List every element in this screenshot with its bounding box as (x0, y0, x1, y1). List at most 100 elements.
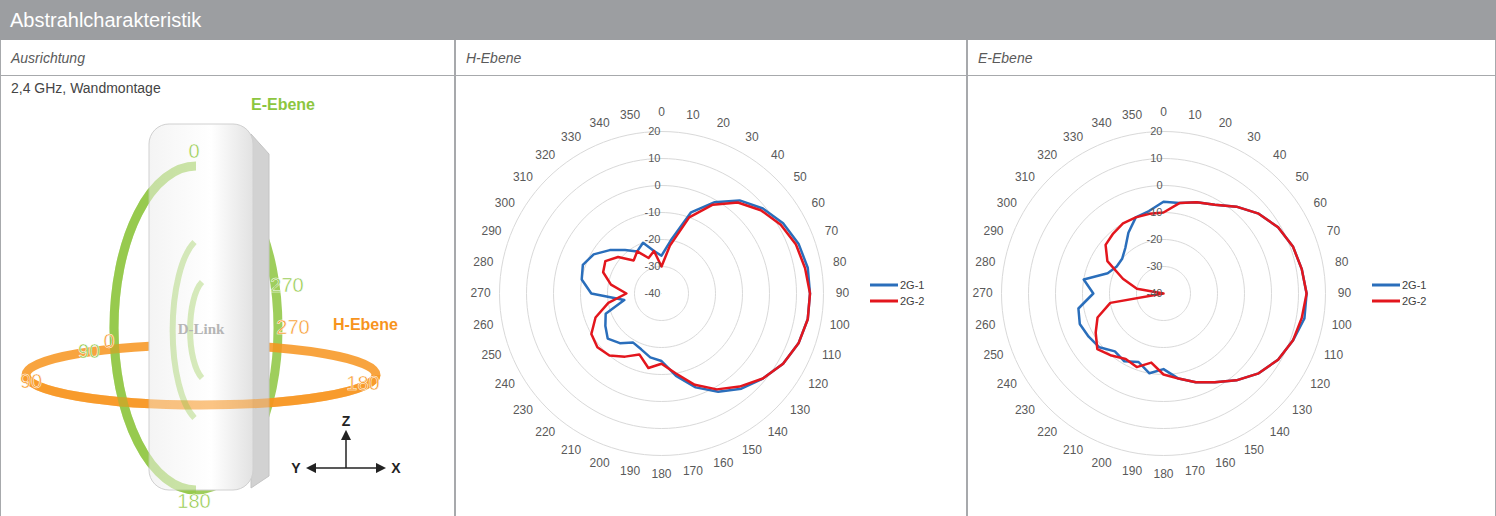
svg-text:30: 30 (745, 130, 759, 144)
svg-text:110: 110 (822, 348, 841, 362)
svg-text:330: 330 (1063, 130, 1083, 144)
svg-text:-20: -20 (645, 233, 661, 245)
svg-text:70: 70 (1327, 224, 1341, 238)
svg-text:10: 10 (648, 152, 660, 164)
svg-text:0: 0 (1160, 105, 1167, 119)
svg-text:270: 270 (276, 316, 309, 338)
svg-text:Z: Z (342, 413, 351, 429)
svg-text:340: 340 (590, 116, 610, 130)
svg-text:220: 220 (1037, 425, 1057, 439)
svg-text:220: 220 (535, 425, 555, 439)
svg-text:0: 0 (1156, 179, 1162, 191)
svg-text:90: 90 (78, 340, 100, 362)
svg-text:190: 190 (620, 464, 640, 478)
svg-text:E-Ebene: E-Ebene (251, 96, 315, 113)
svg-text:230: 230 (513, 403, 533, 417)
svg-text:D-Link: D-Link (178, 321, 225, 337)
svg-text:130: 130 (1292, 403, 1312, 417)
svg-text:150: 150 (742, 443, 762, 457)
svg-text:270: 270 (973, 286, 993, 300)
svg-text:170: 170 (1185, 464, 1205, 478)
svg-text:260: 260 (473, 318, 493, 332)
svg-text:X: X (391, 460, 401, 476)
svg-text:340: 340 (1092, 116, 1112, 130)
svg-text:0: 0 (654, 179, 660, 191)
svg-text:180: 180 (651, 467, 671, 481)
svg-text:250: 250 (983, 348, 1003, 362)
svg-text:100: 100 (830, 318, 850, 332)
svg-text:50: 50 (793, 170, 807, 184)
svg-text:10: 10 (686, 108, 700, 122)
svg-text:-40: -40 (1147, 287, 1163, 299)
svg-text:130: 130 (790, 403, 810, 417)
svg-text:140: 140 (1270, 425, 1290, 439)
svg-text:180: 180 (1153, 467, 1173, 481)
svg-text:240: 240 (997, 377, 1017, 391)
svg-text:330: 330 (561, 130, 581, 144)
svg-text:50: 50 (1295, 170, 1309, 184)
svg-text:0: 0 (103, 330, 114, 352)
svg-text:310: 310 (1015, 170, 1035, 184)
svg-text:160: 160 (713, 456, 733, 470)
svg-text:60: 60 (811, 196, 825, 210)
svg-text:30: 30 (1247, 130, 1261, 144)
svg-text:320: 320 (1037, 148, 1057, 162)
svg-text:190: 190 (1122, 464, 1142, 478)
svg-text:270: 270 (471, 286, 491, 300)
svg-text:100: 100 (1332, 318, 1352, 332)
svg-text:-10: -10 (1147, 206, 1163, 218)
svg-text:310: 310 (513, 170, 533, 184)
svg-text:160: 160 (1215, 456, 1235, 470)
svg-text:Y: Y (291, 460, 301, 476)
svg-text:150: 150 (1244, 443, 1264, 457)
svg-text:110: 110 (1324, 348, 1343, 362)
svg-text:10: 10 (1150, 152, 1162, 164)
svg-text:300: 300 (495, 196, 515, 210)
svg-text:250: 250 (481, 348, 501, 362)
svg-text:230: 230 (1015, 403, 1035, 417)
svg-text:290: 290 (983, 224, 1003, 238)
svg-text:280: 280 (975, 255, 995, 269)
svg-text:20: 20 (1150, 125, 1162, 137)
svg-text:0: 0 (188, 140, 199, 162)
svg-text:20: 20 (1219, 116, 1233, 130)
svg-text:80: 80 (1335, 255, 1349, 269)
svg-text:80: 80 (833, 255, 847, 269)
svg-text:140: 140 (768, 425, 788, 439)
svg-text:-20: -20 (1147, 233, 1163, 245)
svg-text:60: 60 (1313, 196, 1327, 210)
svg-text:70: 70 (825, 224, 839, 238)
svg-text:40: 40 (1273, 148, 1287, 162)
svg-text:280: 280 (473, 255, 493, 269)
svg-text:300: 300 (997, 196, 1017, 210)
svg-text:240: 240 (495, 377, 515, 391)
svg-text:200: 200 (590, 456, 610, 470)
svg-text:40: 40 (771, 148, 785, 162)
svg-text:290: 290 (481, 224, 501, 238)
svg-text:260: 260 (975, 318, 995, 332)
svg-text:20: 20 (648, 125, 660, 137)
svg-text:350: 350 (1122, 108, 1142, 122)
svg-text:210: 210 (1063, 443, 1083, 457)
svg-text:90: 90 (1338, 286, 1352, 300)
svg-text:180: 180 (177, 490, 210, 512)
svg-text:90: 90 (20, 370, 42, 392)
svg-text:270: 270 (270, 274, 303, 296)
svg-text:350: 350 (620, 108, 640, 122)
svg-text:-10: -10 (645, 206, 661, 218)
svg-text:320: 320 (535, 148, 555, 162)
svg-text:200: 200 (1092, 456, 1112, 470)
svg-text:120: 120 (808, 377, 828, 391)
svg-text:90: 90 (836, 286, 850, 300)
svg-text:H-Ebene: H-Ebene (333, 316, 398, 333)
svg-text:-30: -30 (1147, 260, 1163, 272)
svg-text:-40: -40 (645, 287, 661, 299)
svg-text:10: 10 (1188, 108, 1202, 122)
svg-text:0: 0 (658, 105, 665, 119)
svg-text:20: 20 (717, 116, 731, 130)
svg-text:120: 120 (1310, 377, 1330, 391)
svg-text:180: 180 (346, 372, 379, 394)
svg-text:170: 170 (683, 464, 703, 478)
svg-text:-30: -30 (645, 260, 661, 272)
svg-text:210: 210 (561, 443, 581, 457)
